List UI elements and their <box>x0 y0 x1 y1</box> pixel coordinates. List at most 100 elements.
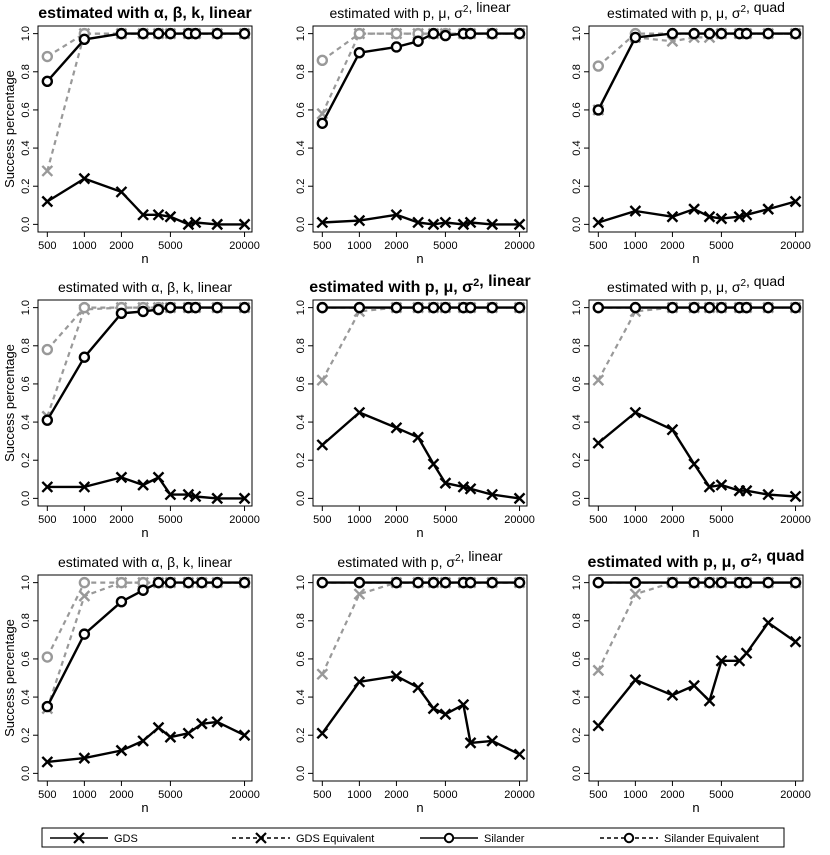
data-point-x <box>592 216 605 229</box>
plot-frame <box>588 574 804 782</box>
data-point-x <box>115 186 128 198</box>
data-point-circle <box>41 343 54 356</box>
series-line <box>597 621 797 727</box>
legend-label: GDS Equivalent <box>296 833 374 845</box>
series-line <box>46 177 245 226</box>
data-point-x <box>464 482 477 495</box>
y-tick-label: 0.0 <box>20 491 32 506</box>
series-line <box>321 674 521 756</box>
data-point-circle <box>592 60 605 72</box>
data-point-circle <box>513 576 526 589</box>
data-point-circle <box>238 301 251 314</box>
x-axis-label: n <box>692 251 699 266</box>
data-point-x <box>789 490 802 503</box>
data-point-circle <box>412 35 424 47</box>
data-point-circle <box>115 27 128 40</box>
data-point-x <box>390 670 403 682</box>
x-tick-label: 2000 <box>109 240 133 252</box>
data-point-circle <box>164 27 177 40</box>
data-point-circle <box>238 576 251 589</box>
y-tick-label: 0.0 <box>20 217 32 232</box>
data-point-x <box>629 588 642 600</box>
series-line <box>46 581 245 709</box>
data-point-x <box>688 679 700 692</box>
x-tick-label: 20000 <box>504 240 535 252</box>
data-point-x <box>715 479 728 491</box>
data-point-x <box>164 731 177 743</box>
series-gds <box>316 406 526 505</box>
panel-2: estimated with p, μ, σ2, linear 0.0 0.2 0.4… <box>295 0 535 266</box>
series-line <box>321 32 520 124</box>
data-point-circle <box>41 50 54 63</box>
data-point-x <box>427 458 440 470</box>
y-tick-label: 0.4 <box>571 689 583 704</box>
y-tick-label: 0.4 <box>571 140 583 155</box>
data-point-circle <box>439 301 452 314</box>
data-point-x <box>41 195 54 208</box>
y-tick-label: 1.0 <box>295 300 307 315</box>
y-tick-label: 0.8 <box>571 338 583 353</box>
data-point-circle <box>513 301 526 314</box>
y-tick-label: 0.6 <box>20 651 32 666</box>
data-point-x <box>238 492 251 505</box>
x-tick-label: 1000 <box>347 789 371 801</box>
data-point-x <box>316 374 329 386</box>
data-point-circle <box>211 301 223 314</box>
data-point-x <box>41 481 54 493</box>
data-point-circle <box>164 576 177 589</box>
y-tick-label: 0.2 <box>295 728 307 743</box>
data-point-x <box>762 203 775 215</box>
y-tick-label: 0.0 <box>571 491 583 506</box>
legend-entry: GDS <box>50 832 138 845</box>
data-point-circle <box>688 301 700 314</box>
data-point-x <box>789 635 802 648</box>
x-tick-label: 2000 <box>384 240 408 252</box>
y-tick-label: 0.6 <box>295 102 307 117</box>
x-tick-label: 5000 <box>709 514 733 526</box>
y-tick-label: 0.8 <box>20 64 32 79</box>
data-point-x <box>189 490 202 503</box>
legend-entry: Silander Equivalent <box>600 832 759 845</box>
legend-label: Silander Equivalent <box>664 833 759 845</box>
data-point-x <box>238 729 251 742</box>
y-tick-label: 0.2 <box>571 728 583 743</box>
x-tick-label: 5000 <box>709 240 733 252</box>
x-tick-label: 20000 <box>780 789 811 801</box>
x-tick-label: 20000 <box>504 514 535 526</box>
data-point-circle <box>196 576 208 589</box>
data-point-circle <box>486 27 498 40</box>
data-point-x <box>439 477 452 489</box>
data-point-circle <box>238 27 251 40</box>
data-point-x <box>78 172 91 185</box>
y-tick-label: 0.8 <box>295 338 307 353</box>
panel-6: estimated with p, μ, σ2, quad 0.0 0.2 0.4 0.… <box>571 273 811 540</box>
panel-title: estimated with α, β, k, linear <box>58 279 232 295</box>
series-gds <box>592 195 802 229</box>
data-point-circle <box>316 117 329 129</box>
x-tick-label: 2000 <box>109 514 133 526</box>
y-tick-label: 0.6 <box>571 651 583 666</box>
series-line <box>322 213 520 226</box>
y-tick-label: 0.8 <box>295 64 307 79</box>
legend: GDS GDS Equivalent Silander Silander Equiva… <box>41 827 785 848</box>
data-point-circle <box>115 307 128 320</box>
data-point-circle <box>740 576 753 589</box>
data-point-x <box>592 437 605 449</box>
series-gds <box>592 616 802 732</box>
series-silander <box>316 576 526 589</box>
x-axis-label: n <box>692 800 699 815</box>
panel-title: estimated with p, μ, σ2, linear <box>329 0 510 21</box>
data-point-circle <box>629 31 642 44</box>
data-point-circle <box>412 576 424 589</box>
data-point-x <box>412 681 424 694</box>
x-tick-label: 1000 <box>347 514 371 526</box>
x-tick-label: 1000 <box>623 789 647 801</box>
x-axis-label: n <box>141 800 148 815</box>
data-point-circle <box>353 576 366 589</box>
data-point-x <box>316 727 329 740</box>
series-silander <box>41 576 251 713</box>
y-tick-label: 0.6 <box>571 102 583 117</box>
series-gds <box>41 716 251 768</box>
plot-frame <box>588 25 804 233</box>
